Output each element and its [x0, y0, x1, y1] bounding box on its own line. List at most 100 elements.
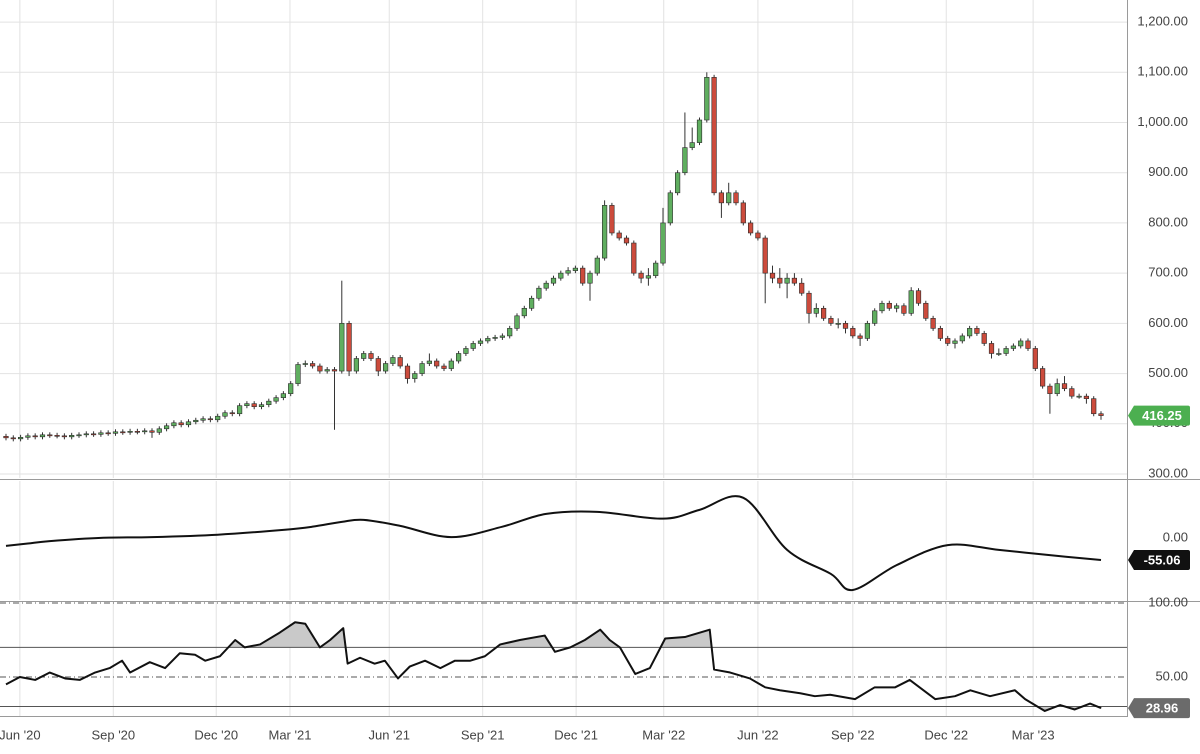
candle-body — [894, 305, 900, 309]
level-fill-group — [5, 621, 1102, 648]
candle-body — [178, 422, 184, 426]
candle-body — [952, 340, 958, 344]
candle-body — [645, 275, 652, 279]
x-tick-label: Mar '21 — [268, 727, 311, 742]
y-tick-label: 1,000.00 — [1137, 114, 1188, 129]
candle-body — [565, 270, 571, 274]
candle-body — [777, 277, 783, 284]
candle-body — [536, 287, 542, 299]
candle-body — [273, 397, 279, 402]
x-tick-label: Sep '22 — [831, 727, 875, 742]
candle-body — [266, 400, 272, 405]
candle-body — [207, 418, 213, 421]
candle-body — [937, 328, 944, 339]
candle-body — [1018, 340, 1024, 347]
candle-body — [10, 437, 16, 440]
candle-body — [69, 435, 75, 438]
candle-body — [718, 192, 725, 204]
candle-body — [1098, 413, 1104, 416]
candle-body — [1069, 388, 1075, 397]
y-tick-label: 600.00 — [1148, 315, 1188, 330]
y-grid — [0, 602, 1127, 678]
candle-body — [872, 310, 878, 324]
candle-body — [1061, 383, 1068, 389]
y-tick-label: 100.00 — [1148, 594, 1188, 609]
overbought-fill — [5, 621, 1102, 648]
y-grid — [0, 21, 1127, 475]
candle-body — [47, 434, 53, 437]
candle-body — [864, 323, 871, 339]
candle-body — [105, 432, 111, 435]
candle-body — [120, 431, 126, 434]
candle-body — [886, 302, 892, 309]
candle-body — [572, 267, 578, 271]
candle-body — [733, 192, 739, 204]
candle-body — [127, 431, 133, 433]
x-tick-label: Jun '22 — [737, 727, 779, 742]
candle-body — [667, 192, 673, 224]
candle-body — [930, 318, 936, 329]
candle-body — [828, 318, 834, 324]
candle-body — [923, 302, 929, 319]
marks-layer — [0, 72, 1127, 712]
y-tick-label: 700.00 — [1148, 265, 1188, 280]
x-tick-label: Sep '20 — [91, 727, 135, 742]
candle-body — [631, 242, 637, 274]
candle-body — [76, 434, 82, 437]
candle-body — [39, 434, 46, 438]
candle-body — [54, 435, 60, 437]
candle-body — [485, 338, 491, 342]
candle-body — [660, 222, 666, 264]
candle-body — [696, 119, 703, 143]
candle-body — [258, 404, 265, 408]
tag-box — [1128, 698, 1190, 719]
candle-body — [740, 202, 746, 224]
candle-body — [1003, 348, 1009, 354]
tag-text: -55.06 — [1144, 552, 1181, 567]
candle-body — [361, 353, 367, 359]
tag-text: 416.25 — [1142, 408, 1182, 423]
candle-body — [185, 421, 192, 426]
candle-body — [981, 333, 987, 344]
candle-body — [17, 437, 24, 440]
candle-body — [784, 277, 790, 284]
candle-body — [441, 365, 447, 369]
candle-body — [346, 323, 352, 372]
candle-body — [550, 277, 557, 284]
candle-body — [1047, 385, 1053, 394]
candle-body — [755, 232, 761, 239]
candle-body — [251, 403, 257, 408]
candle-body — [507, 328, 513, 337]
grid-layer — [0, 0, 1127, 716]
candle-body — [1076, 395, 1082, 398]
candle-body — [419, 363, 425, 374]
y-tick-label: 0.00 — [1163, 529, 1188, 544]
candle-body — [32, 435, 38, 438]
last-value-tag: -55.06 — [1128, 549, 1190, 570]
candle-body — [492, 337, 498, 339]
x-grid — [19, 481, 1034, 600]
last-value-tag: 28.96 — [1128, 698, 1190, 719]
candle-body — [915, 290, 922, 304]
candle-body — [463, 348, 469, 354]
candle-body — [3, 436, 9, 439]
y-tick-label: 800.00 — [1148, 214, 1188, 229]
tag-box — [1128, 549, 1190, 570]
candle-body — [288, 383, 294, 394]
candle-body — [324, 369, 330, 372]
candle-body — [434, 360, 440, 367]
x-tick-label: Jun '21 — [368, 727, 410, 742]
line-panel — [0, 621, 1127, 712]
candle-body — [1025, 340, 1031, 349]
indicator-line — [5, 621, 1102, 712]
candle-body — [806, 292, 812, 314]
candle-body — [514, 315, 520, 329]
candle-body — [368, 353, 374, 359]
level-fill-group — [5, 706, 1102, 712]
candle-body — [193, 419, 199, 423]
candle-body — [813, 307, 819, 314]
candle-body — [726, 192, 732, 204]
candle-body — [112, 431, 119, 434]
candle-body — [200, 418, 206, 421]
